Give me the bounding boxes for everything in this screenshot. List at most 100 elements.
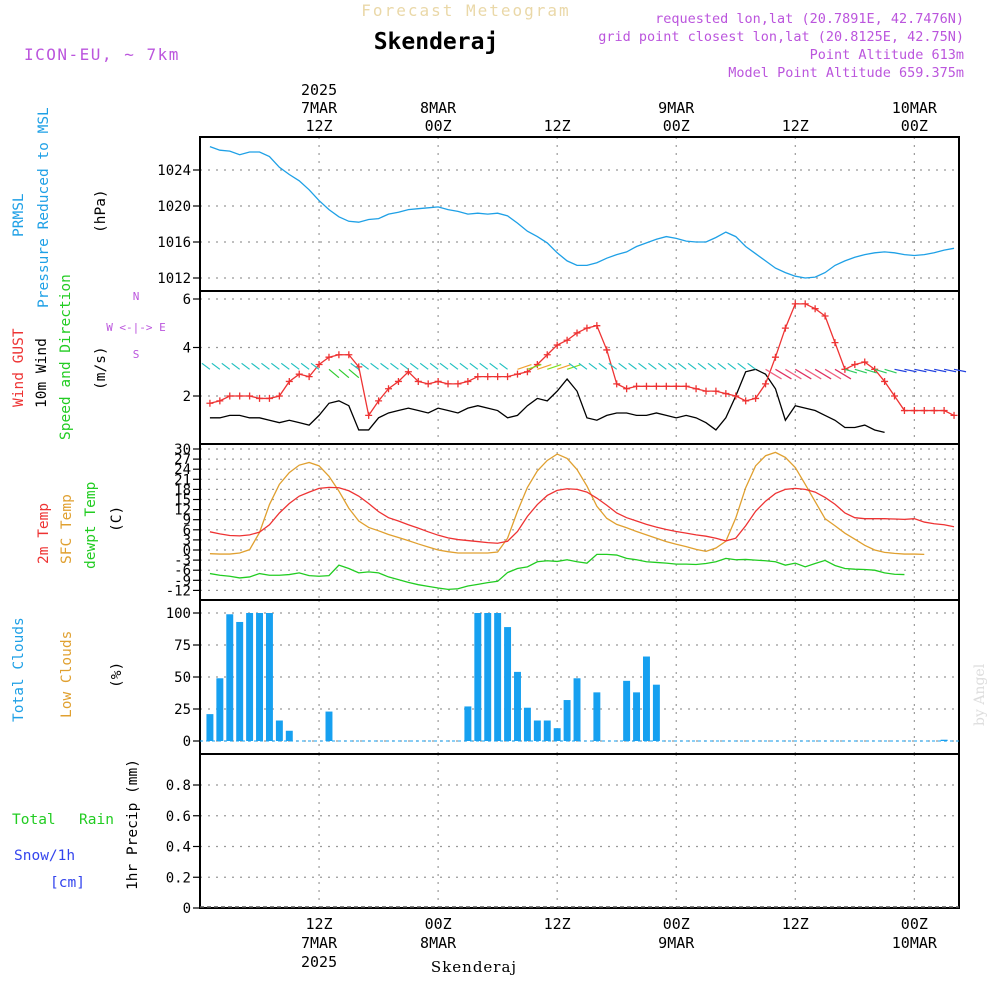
wind-direction-arrow — [537, 363, 552, 370]
gust-marker — [801, 300, 809, 308]
wind-direction-arrow — [884, 368, 897, 374]
gust-marker — [821, 312, 829, 320]
footer-station: Skenderaj — [431, 958, 517, 976]
wind-direction-arrow — [350, 362, 360, 370]
wind-direction-arrow — [547, 363, 562, 370]
gust-marker — [811, 305, 819, 313]
gust-marker — [256, 394, 264, 402]
gust-marker — [494, 373, 502, 381]
ytick-label: 75 — [174, 638, 191, 654]
ytick-label: -9 — [174, 573, 191, 589]
gust-marker — [424, 380, 432, 388]
gust-marker — [752, 394, 760, 402]
ytick-label: 6 — [183, 523, 191, 539]
gust-marker — [762, 380, 770, 388]
bottom-time-label: 00Z — [425, 915, 452, 933]
gust-marker — [662, 382, 670, 390]
gust-marker — [692, 385, 700, 393]
wind-direction-arrow — [794, 368, 812, 380]
bottom-time-label: 8MAR — [420, 934, 457, 952]
top-time-label: 12Z — [782, 117, 809, 135]
wind-speed-line — [209, 368, 885, 434]
total-label: Total — [12, 812, 56, 828]
wind-direction-arrow — [618, 362, 627, 370]
gust-marker — [900, 407, 908, 415]
wind-direction-arrow — [648, 362, 657, 370]
cloud-bar — [464, 706, 472, 741]
ytick-label: 50 — [174, 670, 191, 686]
gust-marker — [315, 360, 323, 368]
sfc-temp-label: SFC Temp — [59, 494, 75, 564]
gust-marker — [365, 411, 373, 419]
cloud-bar — [236, 621, 244, 741]
gust-marker — [712, 387, 720, 395]
gust-marker — [285, 377, 293, 385]
top-time-label: 2025 — [301, 81, 337, 99]
top-time-label: 9MAR — [658, 99, 695, 117]
precip-labels: Total Rain Snow/1h [cm] 1hr Precip (mm) — [12, 759, 141, 891]
cloud-bar — [593, 692, 601, 741]
low-clouds-label: Low Clouds — [59, 631, 75, 718]
wind-direction-arrow — [707, 362, 717, 370]
wind10-label: 10m Wind — [34, 338, 50, 408]
gust-marker — [523, 368, 531, 376]
gust-marker — [642, 382, 650, 390]
meteogram-heading: Forecast Meteogram — [361, 1, 570, 20]
top-time-label: 12Z — [306, 117, 333, 135]
temp-labels: 2m Temp SFC Temp dewpt Temp (C) — [36, 482, 125, 569]
gust-marker — [464, 377, 472, 385]
wind-direction-arrow — [854, 368, 867, 374]
cloud-bar — [265, 613, 273, 741]
gust-marker — [781, 324, 789, 332]
gust-marker — [275, 392, 283, 400]
wind-direction-arrow — [439, 362, 449, 370]
wind-direction-arrow — [924, 368, 937, 373]
gust-marker — [891, 392, 899, 400]
bottom-time-label: 2025 — [301, 953, 337, 971]
gust-marker — [583, 324, 591, 332]
bottom-time-label: 9MAR — [658, 934, 695, 952]
gust-marker — [206, 399, 214, 407]
wind-direction-arrow — [568, 362, 578, 370]
wind-direction-arrow — [280, 362, 290, 370]
cloud-bar — [563, 700, 571, 741]
gust-marker — [831, 339, 839, 347]
ytick-label: 12 — [174, 503, 191, 519]
t2m-line — [209, 486, 955, 544]
ytick-label: 1020 — [157, 199, 191, 215]
ytick-label: -3 — [174, 553, 191, 569]
panel-3: 0 25 50 75 100 — [166, 599, 960, 755]
chart-layer: 1012101610201024246-12-9-6-3036912151821… — [157, 81, 967, 971]
cloud-bar — [543, 720, 551, 741]
cloud-bar — [226, 614, 234, 741]
gust-marker — [563, 336, 571, 344]
gust-marker — [682, 382, 690, 390]
dewpt-label: dewpt Temp — [83, 482, 99, 569]
t2m-label: 2m Temp — [36, 503, 52, 564]
pressure-line — [209, 145, 955, 279]
ytick-label: 24 — [174, 462, 191, 478]
wind-direction-arrow — [517, 363, 532, 370]
gust-marker — [265, 394, 273, 402]
ytick-label: 25 — [174, 702, 191, 718]
total-clouds-label: Total Clouds — [11, 617, 27, 722]
wind-direction-arrow — [953, 368, 967, 373]
wind-direction-arrow — [290, 362, 300, 370]
gust-marker — [404, 368, 412, 376]
ytick-label: 0.6 — [166, 809, 191, 825]
gust-marker — [950, 411, 958, 419]
gust-marker — [394, 377, 402, 385]
wind-unit: (m/s) — [93, 346, 109, 390]
gust-marker — [246, 392, 254, 400]
wind-direction-arrow — [824, 368, 842, 380]
wind-direction-arrow — [874, 368, 887, 374]
ytick-label: 1024 — [157, 163, 191, 179]
wind-direction-arrow — [459, 362, 469, 370]
wind-direction-arrow — [747, 362, 756, 370]
wind-direction-arrow — [894, 368, 907, 373]
cloud-bar — [484, 613, 492, 741]
ytick-label: 15 — [174, 493, 191, 509]
gust-marker — [573, 329, 581, 337]
gust-marker — [672, 382, 680, 390]
ytick-label: 4 — [183, 341, 191, 357]
